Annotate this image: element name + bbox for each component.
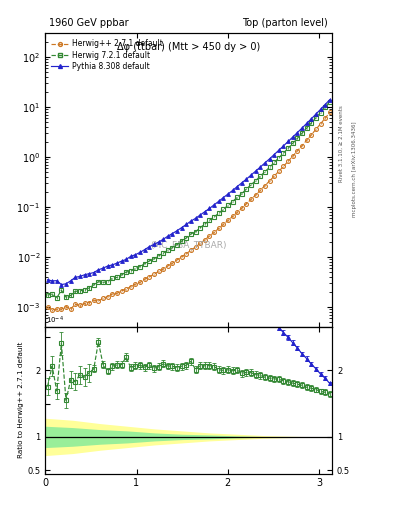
Y-axis label: Ratio to Herwig++ 2.7.1 default: Ratio to Herwig++ 2.7.1 default bbox=[18, 342, 24, 458]
Text: Rivet 3.1.10, ≥ 2.1M events: Rivet 3.1.10, ≥ 2.1M events bbox=[339, 105, 344, 182]
Text: $10^{-4}$: $10^{-4}$ bbox=[46, 315, 64, 326]
Text: mcplots.cern.ch [arXiv:1306.3436]: mcplots.cern.ch [arXiv:1306.3436] bbox=[352, 121, 357, 217]
Text: Δφ (t̅tbar) (Mtt > 450 dy > 0): Δφ (t̅tbar) (Mtt > 450 dy > 0) bbox=[117, 42, 260, 52]
Text: 1960 GeV ppbar: 1960 GeV ppbar bbox=[49, 18, 129, 28]
Text: Top (parton level): Top (parton level) bbox=[242, 18, 328, 28]
Legend: Herwig++ 2.7.1 default, Herwig 7.2.1 default, Pythia 8.308 default: Herwig++ 2.7.1 default, Herwig 7.2.1 def… bbox=[49, 37, 165, 73]
Text: (MC_FBA_TTBAR): (MC_FBA_TTBAR) bbox=[151, 240, 227, 249]
